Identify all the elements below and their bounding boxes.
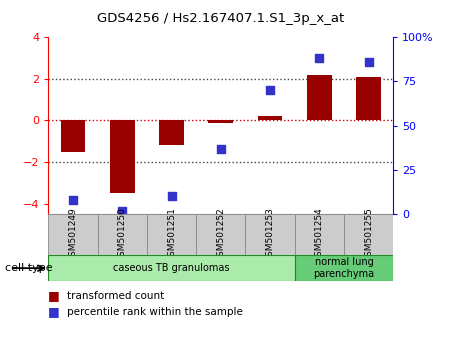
Bar: [343, 214, 392, 255]
Point: [315, 56, 322, 61]
Bar: [257, 116, 282, 120]
Bar: [110, 120, 134, 193]
Bar: [61, 120, 85, 152]
Text: normal lung
parenchyma: normal lung parenchyma: [313, 257, 374, 279]
Bar: [307, 75, 331, 120]
Text: GDS4256 / Hs2.167407.1.S1_3p_x_at: GDS4256 / Hs2.167407.1.S1_3p_x_at: [97, 12, 344, 25]
Bar: [196, 214, 245, 255]
Bar: [245, 214, 294, 255]
Point: [69, 197, 77, 203]
Bar: [97, 214, 146, 255]
Text: ■: ■: [48, 305, 60, 318]
Text: caseous TB granulomas: caseous TB granulomas: [113, 263, 229, 273]
Bar: [356, 77, 380, 120]
Text: GSM501254: GSM501254: [314, 207, 323, 262]
Bar: [294, 255, 392, 281]
Point: [364, 59, 371, 65]
Bar: [146, 214, 196, 255]
Bar: [159, 120, 184, 145]
Text: transformed count: transformed count: [67, 291, 163, 301]
Text: GSM501253: GSM501253: [265, 207, 274, 262]
Point: [118, 208, 126, 213]
Text: cell type: cell type: [5, 263, 52, 273]
Point: [168, 194, 175, 199]
Text: GSM501251: GSM501251: [167, 207, 176, 262]
Bar: [48, 214, 97, 255]
Point: [266, 87, 273, 93]
Text: GSM501249: GSM501249: [68, 207, 77, 262]
Bar: [208, 120, 233, 122]
Text: GSM501252: GSM501252: [216, 207, 225, 262]
Point: [217, 146, 224, 152]
Text: GSM501250: GSM501250: [118, 207, 126, 262]
Bar: [48, 255, 294, 281]
Text: ■: ■: [48, 289, 60, 302]
Text: percentile rank within the sample: percentile rank within the sample: [67, 307, 242, 316]
Bar: [294, 214, 343, 255]
Text: GSM501255: GSM501255: [364, 207, 372, 262]
